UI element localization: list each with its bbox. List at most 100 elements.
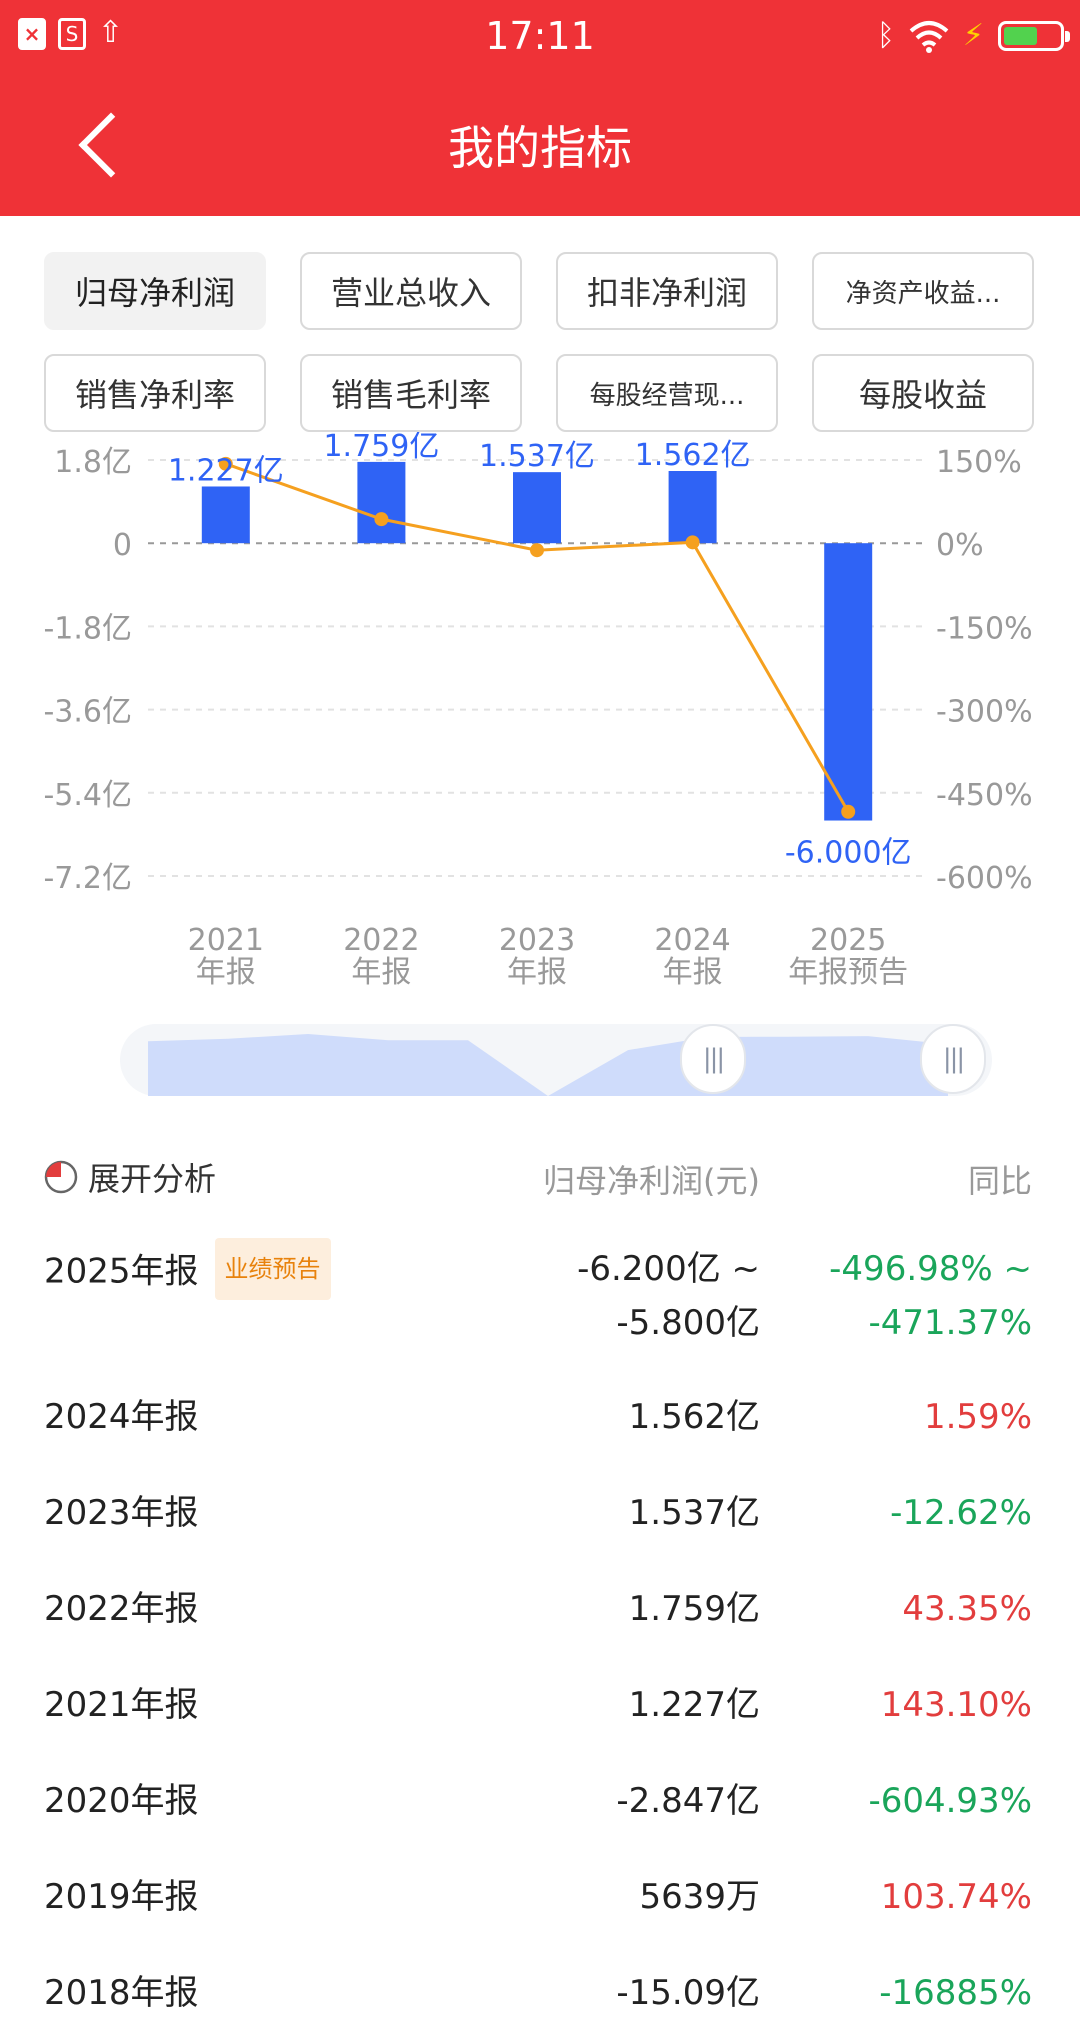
range-slider[interactable]: ||| ||| bbox=[120, 1024, 992, 1096]
yoy-point bbox=[374, 512, 389, 527]
status-time: 17:11 bbox=[485, 14, 595, 58]
net-profit-chart[interactable]: 1.8亿 150% 0 0% -1.8亿 -150% -3.6亿 -300% -5.4亿 -450… bbox=[0, 432, 1080, 1012]
row-yoy: 103.74% bbox=[880, 1877, 1032, 1917]
tab-deducted-net-profit[interactable]: 扣非净利润 bbox=[556, 252, 778, 330]
tab-net-profit-parent[interactable]: 归母净利润 bbox=[44, 252, 266, 330]
tab-eps[interactable]: 每股收益 bbox=[812, 354, 1034, 432]
tab-total-revenue[interactable]: 营业总收入 bbox=[300, 252, 522, 330]
row-yoy: -604.93% bbox=[868, 1781, 1032, 1821]
row-period: 2018年报 bbox=[44, 1973, 199, 2013]
table-row[interactable]: 2022年报 1.759亿 43.35% bbox=[44, 1582, 1032, 1638]
slider-overview-area bbox=[148, 1034, 948, 1096]
data-label: 1.537亿 bbox=[479, 439, 595, 474]
row-period: 2023年报 bbox=[44, 1493, 199, 1533]
x-tick-label: 2025 bbox=[810, 923, 886, 958]
row-value-line1: -6.200亿 ~ bbox=[577, 1249, 760, 1289]
row-yoy: 143.10% bbox=[880, 1685, 1032, 1725]
row-yoy: 1.59% bbox=[923, 1397, 1032, 1437]
status-bar: × S ⇧ 17:11 ᛒ ⚡ bbox=[0, 0, 1080, 72]
x-tick-label: 年报 bbox=[507, 955, 567, 990]
row-period-wrap: 2025年报 业绩预告 bbox=[44, 1238, 331, 1304]
x-tick-label: 年报 bbox=[663, 955, 723, 990]
table-row[interactable]: 2023年报 1.537亿 -12.62% bbox=[44, 1486, 1032, 1542]
y-right-tick-label: -150% bbox=[936, 611, 1033, 646]
bar bbox=[668, 471, 717, 544]
row-value: -6.200亿 ~ -5.800亿 bbox=[577, 1242, 760, 1350]
row-period: 2020年报 bbox=[44, 1781, 199, 1821]
tab-gross-margin[interactable]: 销售毛利率 bbox=[300, 354, 522, 432]
yoy-point bbox=[685, 535, 700, 550]
x-tick-label: 年报 bbox=[196, 955, 256, 990]
pie-chart-icon bbox=[44, 1160, 78, 1194]
table-row[interactable]: 2020年报 -2.847亿 -604.93% bbox=[44, 1774, 1032, 1830]
y-right-tick-label: -600% bbox=[936, 861, 1033, 896]
y-left-tick-label: -1.8亿 bbox=[43, 611, 132, 646]
status-left-icons: × S ⇧ bbox=[18, 18, 126, 50]
x-tick-label: 年报预告 bbox=[788, 955, 908, 990]
battery-icon bbox=[998, 20, 1070, 51]
table-row[interactable]: 2025年报 业绩预告 -6.200亿 ~ -5.800亿 -496.98% ~ … bbox=[44, 1238, 1032, 1362]
chart-svg: 1.8亿 150% 0 0% -1.8亿 -150% -3.6亿 -300% -5.4亿 -450… bbox=[43, 432, 1033, 990]
row-yoy-line1: -496.98% ~ bbox=[829, 1249, 1032, 1289]
data-label: 1.227亿 bbox=[168, 453, 284, 488]
bar bbox=[201, 486, 250, 544]
upload-icon: ⇧ bbox=[98, 15, 124, 50]
indicator-tabs: 归母净利润 营业总收入 扣非净利润 净资产收益... 销售净利率 销售毛利率 每… bbox=[44, 252, 1036, 432]
row-value: -15.09亿 bbox=[616, 1973, 760, 2013]
table-row[interactable]: 2024年报 1.562亿 1.59% bbox=[44, 1390, 1032, 1446]
tab-roe[interactable]: 净资产收益... bbox=[812, 252, 1034, 330]
status-right-icons: ᛒ ⚡ bbox=[876, 18, 1070, 53]
table-row[interactable]: 2021年报 1.227亿 143.10% bbox=[44, 1678, 1032, 1734]
yoy-point bbox=[530, 543, 544, 558]
data-label: 1.759亿 bbox=[323, 432, 439, 464]
forecast-badge: 业绩预告 bbox=[214, 1238, 331, 1300]
y-left-tick-label: -3.6亿 bbox=[43, 695, 132, 730]
x-tick-label: 2023 bbox=[499, 923, 575, 958]
x-tick-label: 年报 bbox=[351, 955, 411, 990]
y-left-tick-label: 0 bbox=[113, 528, 132, 563]
slider-handle-right[interactable]: ||| bbox=[920, 1024, 986, 1094]
table-row[interactable]: 2019年报 5639万 103.74% bbox=[44, 1870, 1032, 1926]
data-label: -6.000亿 bbox=[785, 836, 912, 871]
expand-analysis-label: 展开分析 bbox=[88, 1160, 217, 1198]
bluetooth-icon: ᛒ bbox=[876, 18, 895, 53]
y-right-tick-label: -450% bbox=[936, 778, 1033, 813]
page-title: 我的指标 bbox=[448, 121, 632, 175]
y-right-tick-label: 0% bbox=[936, 528, 984, 563]
bar bbox=[357, 461, 406, 544]
header: 我的指标 bbox=[0, 72, 1080, 216]
y-left-tick-label: -5.4亿 bbox=[43, 778, 132, 813]
wifi-icon bbox=[909, 20, 949, 53]
row-yoy-line2: -471.37% bbox=[868, 1303, 1032, 1343]
bar bbox=[824, 543, 873, 821]
x-tick-label: 2021 bbox=[188, 923, 264, 958]
tab-net-margin[interactable]: 销售净利率 bbox=[44, 354, 266, 432]
row-yoy: 43.35% bbox=[902, 1589, 1032, 1629]
y-left-tick-label: 1.8亿 bbox=[54, 445, 132, 480]
row-period: 2021年报 bbox=[44, 1685, 199, 1725]
row-yoy: -12.62% bbox=[890, 1493, 1032, 1533]
expand-analysis-button[interactable]: 展开分析 bbox=[44, 1154, 216, 1200]
row-period: 2024年报 bbox=[44, 1397, 199, 1437]
row-value: 1.227亿 bbox=[628, 1685, 760, 1725]
x-tick-label: 2022 bbox=[343, 923, 419, 958]
y-right-tick-label: 150% bbox=[936, 445, 1022, 480]
s-app-icon: S bbox=[58, 18, 86, 50]
row-value: -2.847亿 bbox=[616, 1781, 760, 1821]
close-app-icon: × bbox=[18, 18, 46, 50]
row-period: 2019年报 bbox=[44, 1877, 199, 1917]
row-value: 1.537亿 bbox=[628, 1493, 760, 1533]
table-row[interactable]: 2018年报 -15.09亿 -16885% bbox=[44, 1966, 1032, 2022]
row-value: 1.562亿 bbox=[628, 1397, 760, 1437]
y-right-tick-label: -300% bbox=[936, 695, 1033, 730]
row-yoy: -496.98% ~ -471.37% bbox=[829, 1242, 1032, 1350]
charging-icon: ⚡ bbox=[962, 18, 984, 53]
column-header-yoy: 同比 bbox=[967, 1162, 1032, 1200]
row-value-line2: -5.800亿 bbox=[616, 1303, 760, 1343]
tab-operating-cash-per-share[interactable]: 每股经营现... bbox=[556, 354, 778, 432]
top-bar: × S ⇧ 17:11 ᛒ ⚡ 我的指标 bbox=[0, 0, 1080, 216]
slider-handle-left[interactable]: ||| bbox=[680, 1024, 746, 1094]
yoy-point bbox=[218, 456, 233, 471]
x-tick-label: 2024 bbox=[654, 923, 730, 958]
row-period: 2022年报 bbox=[44, 1589, 199, 1629]
